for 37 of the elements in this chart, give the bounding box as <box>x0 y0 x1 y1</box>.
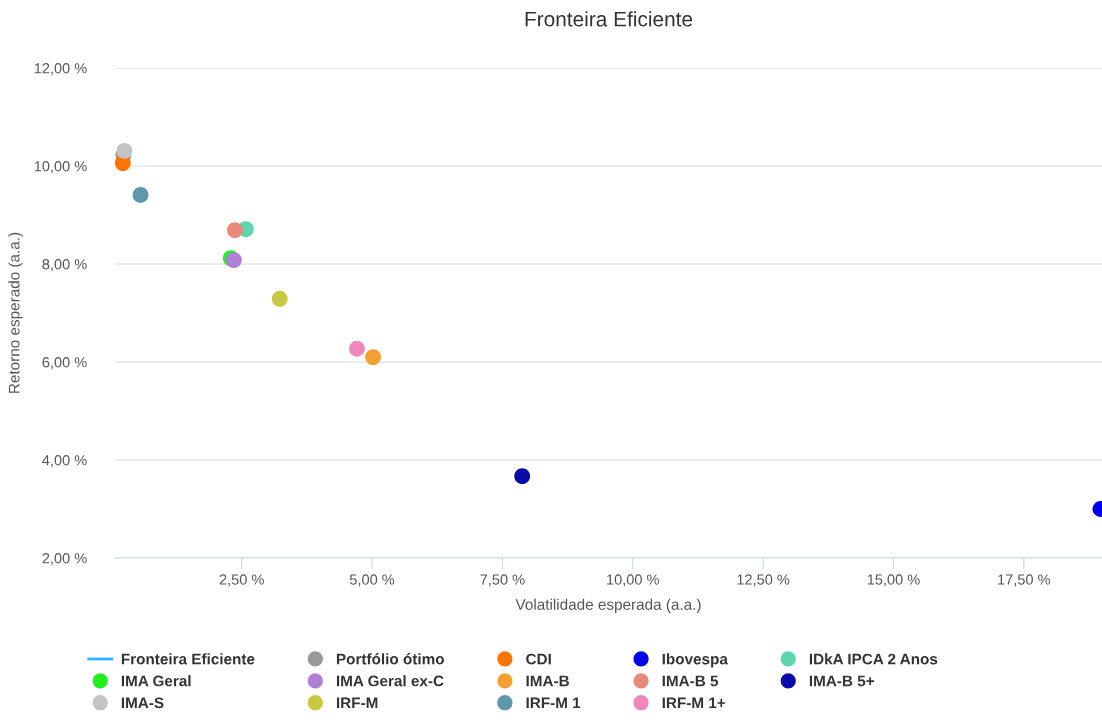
y-tick-label: 6,00 % <box>42 357 87 370</box>
legend-label: Portfólio ótimo <box>336 653 444 665</box>
legend-label: IMA Geral <box>121 675 191 687</box>
x-tick-label: 5,00 % <box>349 574 395 587</box>
x-tick-label: 10,00 % <box>607 574 659 587</box>
y-axis-title: Retorno esperado (a.a.) <box>8 232 23 393</box>
y-tick-label: 12,00 % <box>34 63 87 76</box>
point <box>514 468 531 485</box>
point <box>132 186 149 203</box>
y-tick-label: 4,00 % <box>42 455 87 468</box>
y-tick-label: 2,00 % <box>42 553 87 566</box>
legend-label: IMA Geral ex-C <box>336 675 444 687</box>
chart-title: Fronteira Eficiente <box>525 11 693 27</box>
legend-label: IMA-B 5 <box>662 675 719 687</box>
y-tick-label: 10,00 % <box>34 161 87 174</box>
legend-label: IRF-M 1 <box>526 697 581 709</box>
legend-label: IMA-B 5+ <box>809 675 875 687</box>
legend-label: Ibovespa <box>662 653 728 668</box>
legend-label: IRF-M 1+ <box>662 697 726 709</box>
point <box>365 349 382 366</box>
x-tick-label: 12,50 % <box>737 574 790 587</box>
legend-label: IRF-M <box>336 697 378 709</box>
legend-label: IDkA IPCA 2 Anos <box>809 653 938 665</box>
legend-label: Fronteira Eficiente <box>121 653 255 665</box>
point <box>349 340 365 357</box>
legend-label: CDI <box>526 653 551 665</box>
x-tick-label: 7,50 % <box>480 574 525 587</box>
point <box>116 142 133 159</box>
legend-label: IMA-S <box>121 697 164 709</box>
y-tick-label: 8,00 % <box>42 259 87 272</box>
x-tick-label: 2,50 % <box>219 574 264 587</box>
x-axis-title: Volatilidade esperada (a.a.) <box>515 598 701 613</box>
x-tick-label: 15,00 % <box>867 574 920 587</box>
legend-label: IMA-B <box>526 675 569 687</box>
point <box>227 222 243 239</box>
point <box>271 290 288 307</box>
x-tick-label: 17,50 % <box>998 574 1051 587</box>
